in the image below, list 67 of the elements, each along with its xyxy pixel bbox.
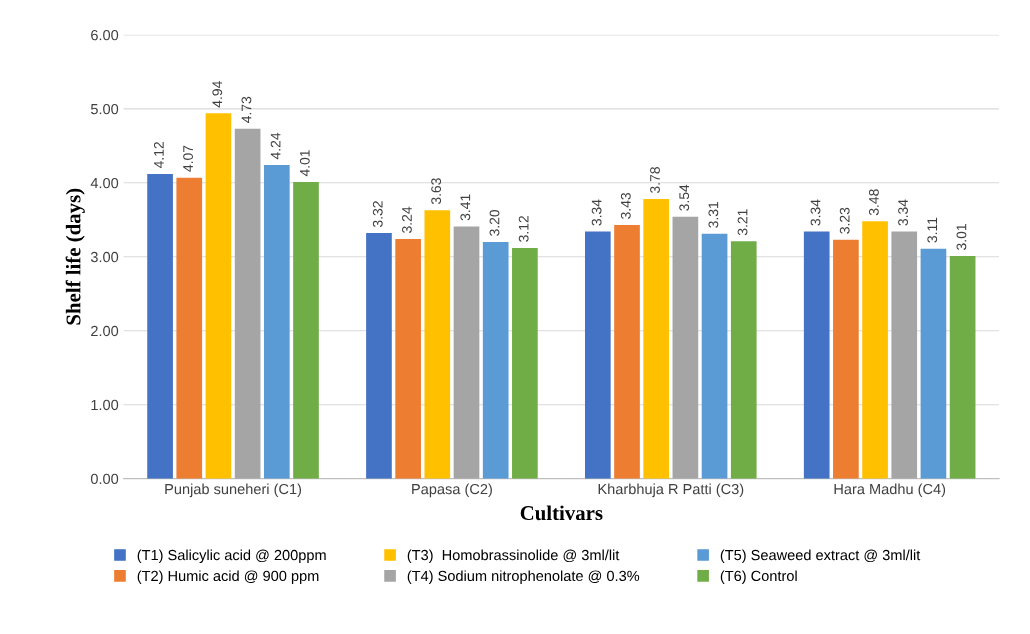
bar xyxy=(293,182,319,479)
bar xyxy=(366,233,392,479)
bar xyxy=(862,221,888,479)
data-label: 3.24 xyxy=(402,206,412,233)
data-label: 3.34 xyxy=(591,199,602,226)
data-label: 4.24 xyxy=(270,132,281,160)
legend-label: (T5) Seaweed extract @ 3ml/lit xyxy=(720,549,921,564)
bar xyxy=(147,173,173,479)
legend-label: (T1) Salicylic acid @ 200ppm xyxy=(137,549,326,564)
data-label: 3.32 xyxy=(372,201,383,228)
legend-label: (T2) Humic acid @ 900 ppm xyxy=(137,570,319,584)
bar xyxy=(891,231,918,479)
data-label: 3.34 xyxy=(810,199,821,226)
bar xyxy=(614,224,640,479)
x-tick-label: Punjab suneheri (C1) xyxy=(165,483,302,498)
bar xyxy=(482,241,509,479)
x-tick-label: Hara Madhu (C4) xyxy=(834,483,946,498)
y-tick-label: 1.00 xyxy=(91,399,119,411)
bar xyxy=(205,113,232,479)
bar xyxy=(512,247,538,479)
bar xyxy=(424,210,451,479)
data-label: 3.11 xyxy=(927,217,938,243)
y-axis-title: Shelf life (days) xyxy=(65,188,85,325)
y-tick-label: 3.00 xyxy=(90,251,119,263)
legend-label: (T4) Sodium nitrophenolate @ 0.3% xyxy=(407,570,640,584)
data-label: 3.43 xyxy=(620,192,631,219)
y-tick-label: 2.00 xyxy=(91,325,119,337)
data-label: 4.73 xyxy=(241,96,252,123)
x-tick-label: Papasa (C2) xyxy=(412,483,492,498)
bar xyxy=(176,177,203,479)
data-label: 4.94 xyxy=(212,81,223,108)
data-label: 4.12 xyxy=(153,142,164,169)
bar xyxy=(643,199,670,479)
data-label: 3.01 xyxy=(956,224,967,250)
bar xyxy=(949,256,976,479)
bar xyxy=(234,128,261,479)
data-label: 3.54 xyxy=(679,184,690,211)
data-label: 3.20 xyxy=(489,209,500,236)
bar xyxy=(584,231,611,479)
y-tick-label: 4.00 xyxy=(90,177,119,189)
data-label: 4.07 xyxy=(183,145,193,172)
bar xyxy=(263,165,290,479)
data-label: 3.78 xyxy=(650,167,660,193)
x-tick-label: Kharbhuja R Patti (C3) xyxy=(598,483,744,498)
y-tick-label: 6.00 xyxy=(91,29,119,41)
data-label: 3.31 xyxy=(708,201,719,228)
y-tick-label: 5.00 xyxy=(90,103,119,115)
bar xyxy=(395,239,421,479)
data-label: 3.41 xyxy=(460,194,471,221)
bar xyxy=(833,239,859,479)
legend-label: (T6) Control xyxy=(720,570,797,584)
bar xyxy=(920,248,947,479)
bar xyxy=(730,241,757,479)
bar xyxy=(672,216,699,479)
data-label: 3.12 xyxy=(518,216,529,242)
x-axis-title: Cultivars xyxy=(520,505,603,521)
data-label: 3.34 xyxy=(898,199,908,226)
y-tick-label: 0.00 xyxy=(90,473,119,485)
bar xyxy=(803,231,830,479)
data-label: 3.23 xyxy=(839,207,850,234)
data-label: 3.63 xyxy=(431,178,442,205)
legend-label: (T3) Homobrassinolide @ 3ml/lit xyxy=(407,549,620,564)
data-label: 3.48 xyxy=(868,189,879,216)
data-label: 3.21 xyxy=(737,209,748,236)
bar xyxy=(453,226,480,479)
data-label: 4.01 xyxy=(299,150,310,177)
bar xyxy=(701,233,728,479)
